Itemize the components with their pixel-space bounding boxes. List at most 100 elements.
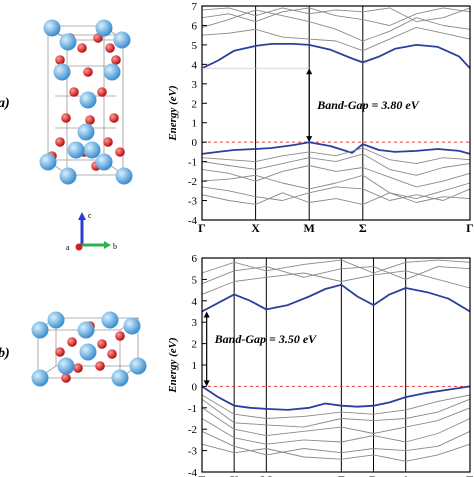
plot-frame xyxy=(201,5,471,221)
valence-band-maximum-line xyxy=(201,385,471,411)
y-tick-label: 2 xyxy=(192,98,198,110)
oxygen-atom xyxy=(55,55,65,65)
metal-atom xyxy=(113,31,131,49)
oxygen-atom xyxy=(107,349,117,359)
y-tick-label: 0 xyxy=(192,381,198,393)
oxygen-atom xyxy=(97,339,107,349)
x-tick-label: Γ xyxy=(466,473,474,477)
y-tick-label: 1 xyxy=(192,118,198,130)
oxygen-atom xyxy=(95,361,105,371)
metal-atom xyxy=(79,91,97,109)
x-tick-label: X xyxy=(251,221,260,235)
oxygen-atom xyxy=(69,87,79,97)
metal-atom xyxy=(59,33,77,51)
band-line xyxy=(201,7,471,26)
y-tick-label: -1 xyxy=(188,157,197,169)
band-structure-chart-b: -4 -3 -2 -1 0 1 2 3 4 5 6 Γ X M Z R A Γ Energy (eV) Band-Ga… xyxy=(167,253,474,477)
panel-label-b: b) xyxy=(0,346,10,361)
metal-atom xyxy=(83,141,101,159)
oxygen-atom xyxy=(109,113,119,123)
band-line xyxy=(201,147,471,165)
oxygen-atom xyxy=(83,67,93,77)
band-line xyxy=(201,165,471,188)
panel-label-a: a) xyxy=(0,96,10,111)
y-tick-label: 5 xyxy=(192,274,198,286)
x-tick-label: Γ xyxy=(466,221,474,235)
y-tick-label: 4 xyxy=(192,296,198,308)
band-gap-arrowhead-top xyxy=(306,68,313,75)
x-tick-label: M xyxy=(261,473,272,477)
band-line xyxy=(201,186,471,201)
metal-atom xyxy=(115,167,133,185)
metal-atom xyxy=(53,63,71,81)
metal-atom xyxy=(123,317,141,335)
a-axis-label: a xyxy=(66,243,70,252)
band-line xyxy=(201,259,471,274)
lattice-axes-triad: c a b xyxy=(66,211,117,252)
oxygen-atom xyxy=(61,373,71,383)
y-tick-label: 2 xyxy=(192,339,198,351)
oxygen-atom xyxy=(55,347,65,357)
y-tick-label: 3 xyxy=(192,317,198,329)
plot-frame xyxy=(201,257,471,473)
y-tick-label: -4 xyxy=(188,467,198,477)
valence-band-maximum-line xyxy=(201,141,471,155)
y-tick-label: 6 xyxy=(192,253,198,265)
band-structure-chart-a: -4 -3 -2 -1 0 1 2 3 4 5 6 7 Γ X M Σ Γ Energy (eV) Band-Gap… xyxy=(167,1,474,235)
metal-atom xyxy=(77,123,95,141)
y-tick-label: -2 xyxy=(188,424,197,436)
y-tick-label: 0 xyxy=(192,137,198,149)
oxygen-atom xyxy=(73,363,83,373)
metal-atom xyxy=(77,321,95,339)
a-axis-marker xyxy=(75,243,83,251)
band-line xyxy=(201,26,471,52)
band-line xyxy=(201,407,471,437)
x-tick-label: M xyxy=(304,221,315,235)
x-tick-label: X xyxy=(230,473,239,477)
oxygen-atom xyxy=(67,337,77,347)
oxygen-atom xyxy=(55,137,65,147)
metal-atom xyxy=(31,369,49,387)
band-line xyxy=(201,7,471,23)
y-tick-label: 5 xyxy=(192,40,198,52)
band-line xyxy=(201,9,471,42)
band-line xyxy=(201,418,471,445)
y-tick-label: -4 xyxy=(188,215,198,227)
oxygen-atom xyxy=(105,43,115,53)
oxygen-atom xyxy=(85,115,95,125)
y-tick-label: -3 xyxy=(188,196,198,208)
x-tick-label: R xyxy=(369,473,378,477)
conduction-band-minimum-line xyxy=(201,43,471,70)
band-line xyxy=(201,153,471,176)
oxygen-atom xyxy=(61,113,71,123)
metal-atom xyxy=(95,153,113,171)
oxygen-atom xyxy=(111,55,121,65)
band-gap-annotation: Band-Gap = 3.80 eV xyxy=(316,98,420,112)
y-axis-label: Energy (eV) xyxy=(167,85,179,141)
b-axis-label: b xyxy=(113,242,117,251)
c-axis-arrowhead xyxy=(78,212,86,220)
y-tick-label: 7 xyxy=(192,1,198,13)
band-line xyxy=(201,398,471,428)
oxygen-atom xyxy=(103,137,113,147)
y-tick-label: -3 xyxy=(188,446,198,458)
x-tick-label: Z xyxy=(337,473,345,477)
band-line xyxy=(201,266,471,285)
metal-atom xyxy=(129,357,147,375)
metal-atom xyxy=(79,343,97,361)
oxygen-atom xyxy=(115,331,125,341)
y-axis-label: Energy (eV) xyxy=(167,337,179,393)
band-line xyxy=(201,192,471,205)
x-tick-label: Γ xyxy=(198,473,206,477)
band-line xyxy=(201,394,471,419)
band-line xyxy=(201,174,471,200)
conduction-band-minimum-line xyxy=(201,283,471,313)
oxygen-atom xyxy=(115,147,125,157)
b-axis-arrowhead xyxy=(104,241,111,249)
metal-atom xyxy=(43,19,61,37)
oxygen-atom xyxy=(97,87,107,97)
c-axis-label: c xyxy=(88,211,92,220)
y-tick-label: 3 xyxy=(192,79,198,91)
metal-atom xyxy=(47,311,65,329)
